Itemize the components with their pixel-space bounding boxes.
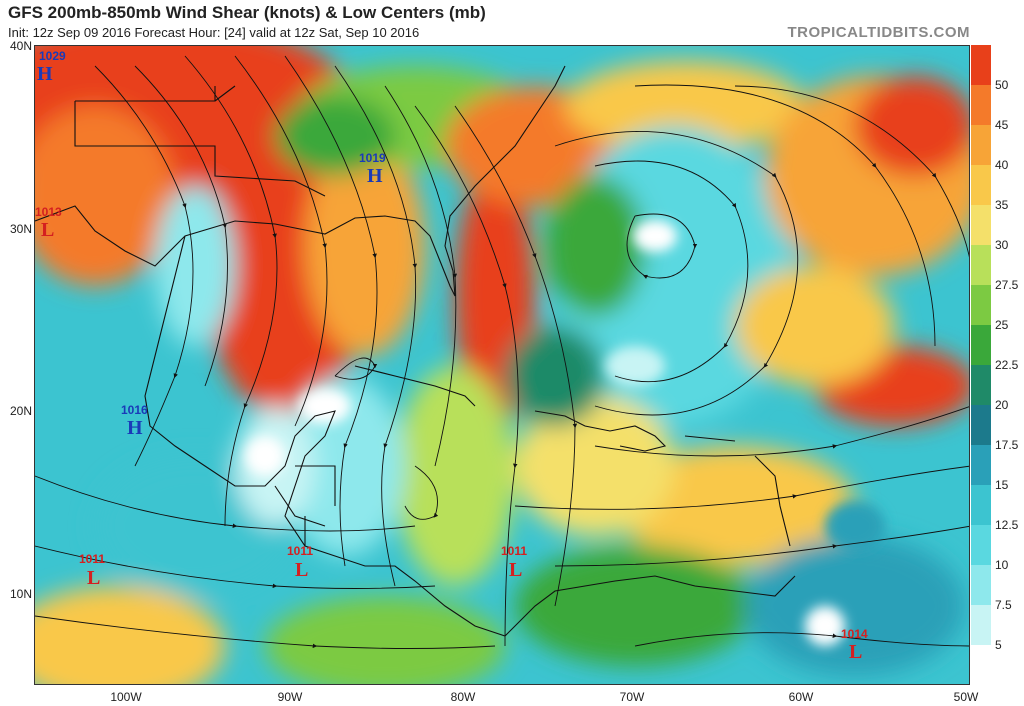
shear-colorbar: 50 45 40 35 30 27.5 25 22.5 20 17.5 15 12.5 10 7.5 5 [971,45,1023,686]
colorbar-swatch [971,245,991,286]
pressure-type: H [37,63,53,85]
pressure-value: 1011 [287,544,313,558]
lon-label-80w: 80W [450,690,476,704]
colorbar-swatch [971,405,991,446]
colorbar-label: 15 [995,478,1009,492]
pressure-type: H [367,165,383,187]
pressure-value: 1014 [841,627,868,641]
colorbar-label: 5 [995,638,1002,652]
colorbar-swatch [971,605,991,646]
lon-label-50w: 50W [953,690,979,704]
colorbar-label: 7.5 [995,598,1012,612]
pressure-value: 1011 [501,544,527,558]
colorbar-label: 12.5 [995,518,1019,532]
colorbar-label: 45 [995,118,1009,132]
pressure-value: 1016 [121,403,148,417]
colorbar-label: 20 [995,398,1009,412]
pressure-value: 1013 [35,205,62,219]
pressure-center-1019-high: 1019 H [359,151,386,187]
colorbar-swatch [971,525,991,566]
lat-label-40n: 40N [9,39,32,53]
pressure-center-1029-high: 1029 H [37,49,66,85]
colorbar-label: 22.5 [995,358,1019,372]
pressure-type: H [127,417,143,439]
colorbar-swatch [971,285,991,326]
colorbar-label: 10 [995,558,1009,572]
colorbar-label: 25 [995,318,1009,332]
source-credit: TROPICALTIDBITS.COM [787,24,970,41]
lat-label-10n: 10N [9,587,32,601]
chart-title: GFS 200mb-850mb Wind Shear (knots) & Low… [8,3,486,22]
lon-label-90w: 90W [277,690,303,704]
pressure-type: L [509,559,522,581]
colorbar-swatch [971,85,991,126]
colorbar-swatch [971,645,991,686]
colorbar-swatch [971,205,991,246]
shear-field [35,46,969,684]
pressure-center-1011-low-east: 1011 L [501,544,527,581]
colorbar-label: 27.5 [995,278,1019,292]
colorbar-label: 17.5 [995,438,1019,452]
lon-label-70w: 70W [619,690,645,704]
pressure-value: 1029 [39,49,66,63]
pressure-center-1011-low-west: 1011 L [79,552,105,589]
pressure-value: 1019 [359,151,386,165]
chart-subtitle: Init: 12z Sep 09 2016 Forecast Hour: [24… [8,25,420,40]
colorbar-swatch [971,365,991,406]
colorbar-label: 50 [995,78,1009,92]
pressure-type: L [849,641,862,663]
wind-shear-map: 1029 H 1013 L 1019 H 1016 H 1011 L 1011 … [34,45,970,685]
colorbar-swatch [971,125,991,166]
colorbar-swatch [971,445,991,486]
streamlines [35,55,969,649]
pressure-value: 1011 [79,552,105,566]
pressure-center-1016-high: 1016 H [121,403,148,439]
lat-label-30n: 30N [9,222,32,236]
pressure-center-1011-low-central: 1011 L [287,544,313,581]
colorbar-label: 30 [995,238,1009,252]
pressure-type: L [87,567,100,589]
pressure-center-1013-low: 1013 L [35,205,62,241]
coastlines [35,65,796,637]
colorbar-label: 40 [995,158,1009,172]
pressure-center-1014-low: 1014 L [841,627,868,663]
lon-label-100w: 100W [110,690,142,704]
colorbar-swatch [971,165,991,206]
colorbar-swatch [971,45,991,86]
colorbar-label: 35 [995,198,1009,212]
colorbar-swatch [971,325,991,366]
lat-label-20n: 20N [9,404,32,418]
lon-label-60w: 60W [788,690,814,704]
pressure-type: L [295,559,308,581]
pressure-type: L [41,219,54,241]
colorbar-swatch [971,565,991,606]
colorbar-swatch [971,485,991,526]
